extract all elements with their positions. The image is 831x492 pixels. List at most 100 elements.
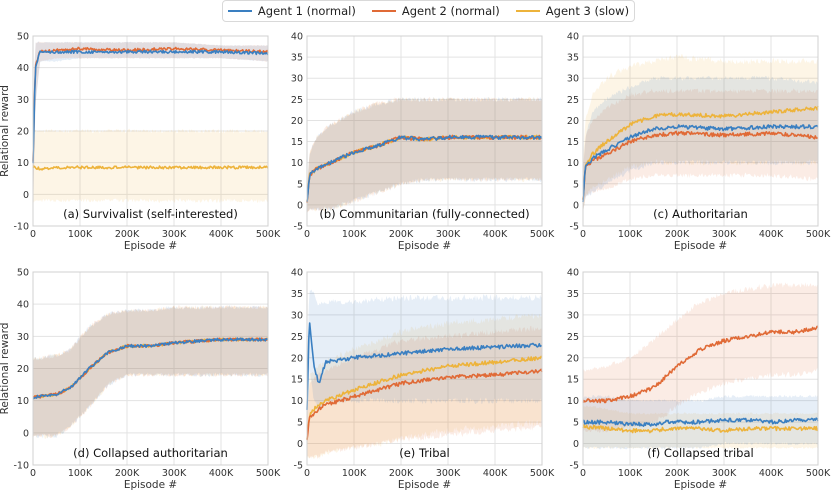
x-tick-label: 500K	[256, 229, 281, 240]
panel-title: (a) Survivalist (self-interested)	[63, 207, 238, 221]
y-tick-label: 10	[17, 396, 29, 407]
legend-item: Agent 2 (normal)	[371, 4, 500, 18]
plot-frame	[306, 35, 543, 227]
panel-title: (b) Communitarian (fully-connected)	[319, 207, 529, 221]
series-line	[32, 49, 269, 164]
y-tick-label: 0	[573, 200, 579, 211]
y-tick-label: 30	[17, 332, 29, 343]
y-tick-label: 50	[17, 32, 29, 43]
y-tick-label: 5	[297, 179, 303, 190]
y-tick-label: -10	[13, 461, 29, 472]
confidence-band	[583, 75, 818, 213]
legend-label: Agent 2 (normal)	[401, 4, 500, 18]
series-line	[306, 355, 543, 440]
x-tick-label: 400K	[759, 468, 784, 479]
x-tick-label: 0	[30, 229, 36, 240]
x-tick-label: 500K	[530, 229, 555, 240]
y-tick-label: 10	[291, 396, 303, 407]
x-axis-label: Episode #	[398, 240, 451, 252]
x-tick-label: 200K	[389, 229, 414, 240]
confidence-band	[307, 289, 542, 441]
panel-title: (d) Collapsed authoritarian	[73, 446, 228, 460]
y-tick-label: 5	[573, 418, 579, 429]
y-tick-label: 30	[567, 74, 579, 85]
series-line	[582, 417, 819, 427]
confidence-band	[307, 96, 542, 214]
y-tick-label: 40	[567, 32, 579, 43]
y-tick-label: 0	[297, 200, 303, 211]
confidence-band	[33, 305, 268, 439]
plot-frame	[582, 35, 819, 227]
x-tick-label: 300K	[436, 468, 461, 479]
y-tick-label: 40	[17, 63, 29, 74]
y-tick-label: 30	[567, 310, 579, 321]
legend-swatch	[515, 10, 540, 12]
y-tick-label: 10	[291, 158, 303, 169]
x-axis-label: Episode #	[398, 479, 451, 491]
legend-item: Agent 3 (slow)	[515, 4, 629, 18]
x-tick-label: 200K	[665, 229, 690, 240]
y-tick-label: 5	[297, 418, 303, 429]
y-tick-label: 10	[17, 158, 29, 169]
y-tick-label: 30	[291, 74, 303, 85]
panel-title: (c) Authoritarian	[653, 207, 748, 221]
x-tick-label: 0	[580, 468, 586, 479]
x-tick-label: 100K	[342, 468, 367, 479]
x-tick-label: 300K	[162, 468, 187, 479]
x-tick-label: 500K	[530, 468, 555, 479]
confidence-band	[583, 405, 818, 449]
y-tick-label: 10	[567, 396, 579, 407]
series-line	[582, 124, 819, 203]
legend-label: Agent 1 (normal)	[257, 4, 356, 18]
series-line	[306, 134, 543, 202]
y-axis-label: Relational reward	[0, 85, 11, 177]
x-tick-label: 100K	[68, 468, 93, 479]
y-tick-label: 50	[17, 268, 29, 279]
y-tick-label: 35	[567, 289, 579, 300]
x-tick-label: 200K	[115, 468, 140, 479]
confidence-band	[307, 325, 542, 459]
plot-frame	[306, 271, 543, 466]
x-tick-label: 100K	[342, 229, 367, 240]
x-tick-label: 500K	[256, 468, 281, 479]
x-tick-label: 0	[30, 468, 36, 479]
legend-swatch	[227, 10, 252, 12]
y-tick-label: 25	[567, 95, 579, 106]
y-tick-label: 0	[297, 439, 303, 450]
y-tick-label: -5	[294, 461, 303, 472]
x-tick-label: 100K	[618, 468, 643, 479]
y-tick-label: 40	[291, 268, 303, 279]
x-tick-label: 200K	[389, 468, 414, 479]
series-line	[582, 424, 819, 434]
y-tick-label: 25	[567, 332, 579, 343]
y-tick-label: -5	[294, 222, 303, 233]
y-tick-label: 20	[567, 353, 579, 364]
x-tick-label: 300K	[436, 229, 461, 240]
y-tick-label: 20	[291, 353, 303, 364]
x-tick-label: 0	[304, 468, 310, 479]
y-tick-label: 20	[17, 364, 29, 375]
x-tick-label: 0	[304, 229, 310, 240]
series-line	[582, 105, 819, 200]
y-axis-label: Relational reward	[0, 323, 11, 415]
x-tick-label: 100K	[68, 229, 93, 240]
y-tick-label: 25	[291, 332, 303, 343]
y-tick-label: -5	[570, 461, 579, 472]
y-tick-label: 40	[291, 32, 303, 43]
y-tick-label: 40	[567, 268, 579, 279]
y-tick-label: 15	[291, 137, 303, 148]
y-tick-label: -10	[13, 222, 29, 233]
series-line	[582, 325, 819, 404]
y-tick-label: 20	[567, 116, 579, 127]
x-tick-label: 400K	[209, 229, 234, 240]
legend-swatch	[371, 10, 396, 12]
plot-frame	[32, 35, 269, 227]
y-tick-label: 15	[567, 375, 579, 386]
y-tick-label: 20	[291, 116, 303, 127]
y-tick-label: 35	[291, 53, 303, 64]
y-tick-label: 40	[17, 300, 29, 311]
confidence-band	[33, 305, 268, 439]
